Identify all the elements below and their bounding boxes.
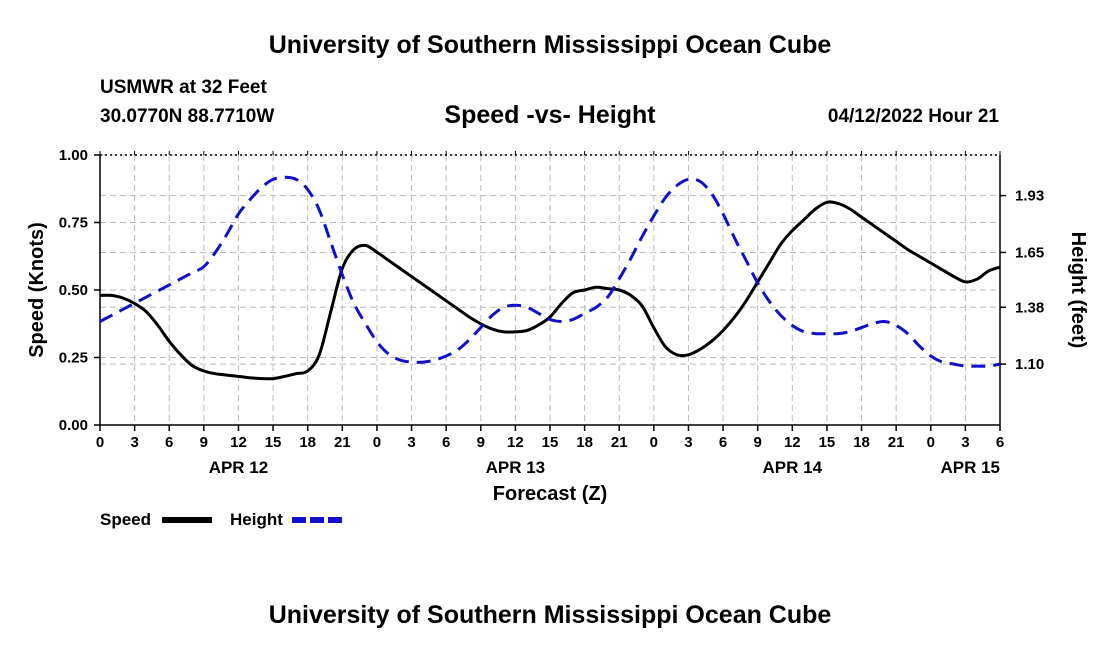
x-tick-label: 9 — [200, 434, 208, 451]
x-day-label: APR 13 — [486, 458, 546, 477]
x-tick-label: 12 — [784, 434, 801, 451]
x-tick-label: 15 — [542, 434, 559, 451]
x-tick-label: 18 — [576, 434, 593, 451]
x-tick-label: 3 — [684, 434, 692, 451]
height-series-line — [99, 175, 1001, 368]
x-tick-label: 3 — [130, 434, 138, 451]
legend-label-height: Height — [230, 510, 283, 529]
station-name: USMWR at 32 Feet — [100, 77, 267, 98]
x-tick-label: 18 — [853, 434, 870, 451]
x-day-label: APR 12 — [209, 458, 269, 477]
y2-tick-label: 1.65 — [1015, 244, 1044, 261]
x-tick-label: 0 — [373, 434, 381, 451]
x-tick-label: 6 — [165, 434, 173, 451]
x-tick-label: 15 — [265, 434, 282, 451]
x-tick-label: 3 — [961, 434, 969, 451]
y-tick-label: 0.25 — [59, 350, 88, 367]
x-tick-label: 21 — [888, 434, 905, 451]
y-tick-label: 0.00 — [59, 417, 88, 434]
legend-label-speed: Speed — [100, 510, 151, 529]
x-tick-label: 6 — [442, 434, 450, 451]
y2-axis-label: Height (feet) — [1067, 232, 1089, 349]
y2-tick-label: 1.38 — [1015, 299, 1044, 316]
y-tick-label: 1.00 — [59, 147, 88, 164]
x-tick-label: 18 — [299, 434, 316, 451]
forecast-datetime: 04/12/2022 Hour 21 — [827, 106, 999, 127]
y2-tick-label: 1.93 — [1015, 188, 1044, 205]
x-tick-label: 15 — [819, 434, 836, 451]
station-coordinates: 30.0770N 88.7710W — [100, 106, 275, 127]
x-tick-label: 0 — [96, 434, 104, 451]
x-tick-label: 6 — [719, 434, 727, 451]
x-day-label: APR 15 — [940, 458, 1000, 477]
chart-subtitle: Speed -vs- Height — [444, 101, 656, 129]
x-tick-label: 0 — [650, 434, 658, 451]
x-day-label: APR 14 — [763, 458, 823, 477]
x-tick-label: 21 — [334, 434, 351, 451]
x-tick-label: 9 — [754, 434, 762, 451]
x-tick-label: 21 — [611, 434, 628, 451]
x-tick-label: 9 — [477, 434, 485, 451]
speed-series-line — [99, 200, 1001, 381]
footer-title: University of Southern Mississippi Ocean… — [268, 601, 832, 629]
y-axis-label: Speed (Knots) — [26, 222, 48, 358]
chart-title: University of Southern Mississippi Ocean… — [268, 31, 832, 59]
x-tick-label: 3 — [407, 434, 415, 451]
y-tick-label: 0.50 — [59, 282, 88, 299]
y2-tick-label: 1.10 — [1015, 356, 1044, 373]
x-tick-label: 12 — [507, 434, 524, 451]
x-axis-label: Forecast (Z) — [493, 483, 607, 505]
x-tick-label: 0 — [927, 434, 935, 451]
x-tick-label: 6 — [996, 434, 1004, 451]
y-tick-label: 0.75 — [59, 215, 88, 232]
x-tick-label: 12 — [230, 434, 247, 451]
